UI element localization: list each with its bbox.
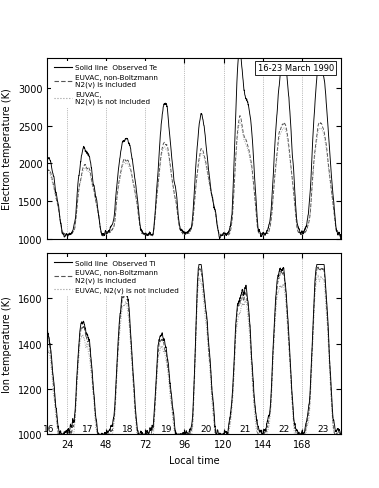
Text: 22: 22 — [278, 425, 290, 433]
Text: 18: 18 — [122, 425, 133, 433]
Text: 21: 21 — [239, 425, 251, 433]
Text: 19: 19 — [161, 425, 172, 433]
Y-axis label: Ion temperature (K): Ion temperature (K) — [2, 296, 13, 392]
X-axis label: Local time: Local time — [169, 455, 219, 465]
Text: 17: 17 — [82, 425, 94, 433]
Text: 20: 20 — [200, 425, 211, 433]
Y-axis label: Electron temperature (K): Electron temperature (K) — [2, 88, 12, 210]
Text: 16-23 March 1990: 16-23 March 1990 — [257, 64, 334, 73]
Legend: Solid line  Observed Te, EUVAC, non-Boltzmann
N2(v) is included, EUVAC,
N2(v) is: Solid line Observed Te, EUVAC, non-Boltz… — [51, 62, 161, 108]
Text: 16: 16 — [43, 425, 55, 433]
Legend: Solid line  Observed Ti, EUVAC, non-Boltzmann
N2(v) is included, EUVAC, N2(v) is: Solid line Observed Ti, EUVAC, non-Boltz… — [51, 257, 182, 296]
Text: 23: 23 — [318, 425, 329, 433]
